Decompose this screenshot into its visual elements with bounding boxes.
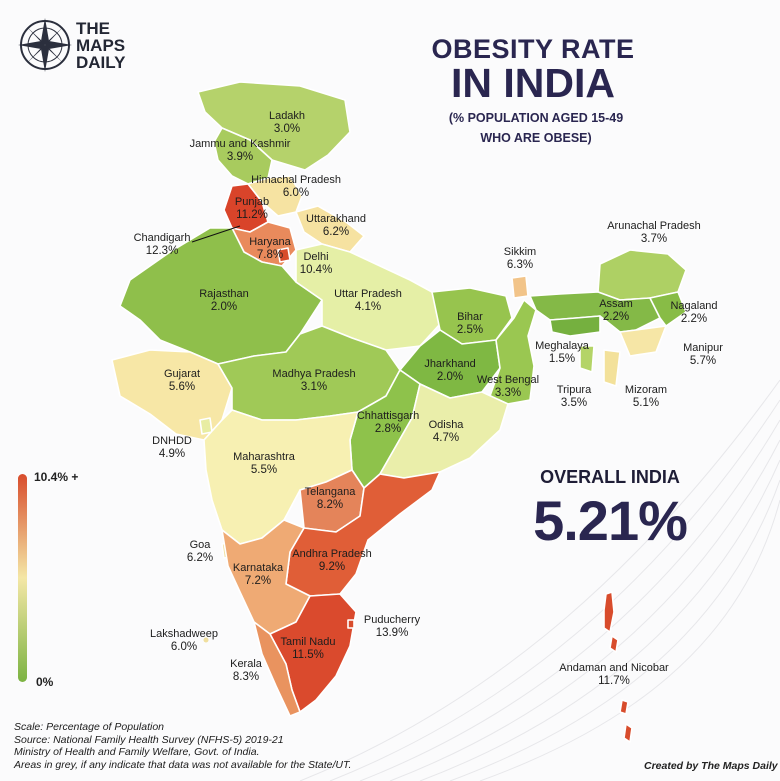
label-andhra-pradesh: Andhra Pradesh 9.2% [292,548,372,573]
label-west-bengal: West Bengal 3.3% [476,374,540,399]
label-maharashtra: Maharashtra 5.5% [233,451,295,476]
region-andaman [603,591,615,633]
label-nagaland: Nagaland 2.2% [670,300,718,325]
region-uttarakhand [295,205,365,253]
label-uttarakhand: Uttarakhand 6.2% [306,213,366,238]
overall-india-label: OVERALL INDIA [540,467,680,487]
region-rajasthan [119,227,323,365]
title-line-2: IN INDIA [451,60,615,106]
label-manipur: Manipur 5.7% [683,342,723,367]
label-rajasthan: Rajasthan 2.0% [199,288,249,313]
region-uttar-pradesh [295,243,441,351]
source-footnote: Scale: Percentage of Population Source: … [14,721,352,771]
region-lakshadweep [203,637,209,643]
label-odisha: Odisha 4.7% [428,419,464,444]
region-odisha [379,383,509,479]
region-meghalaya [549,315,601,337]
region-andaman-2 [609,635,619,653]
region-ladakh [197,81,351,171]
region-gujarat [111,349,233,441]
label-goa: Goa 6.2% [186,539,214,564]
label-chandigarh: Chandigarh 12.3% [133,232,191,257]
credit-text: Created by The Maps Daily [644,760,778,772]
legend-max-label: 10.4% + [34,470,79,484]
region-west-bengal [489,299,537,405]
region-puducherry [347,619,355,629]
region-kerala [253,621,301,717]
label-madhya-pradesh: Madhya Pradesh 3.1% [272,368,356,393]
label-arunachal-pradesh: Arunachal Pradesh 3.7% [607,220,701,245]
label-jammu-kashmir: Jammu and Kashmir 3.9% [189,138,291,163]
label-telangana: Telangana 8.2% [304,486,356,511]
label-tamil-nadu: Tamil Nadu 11.5% [280,636,336,661]
label-andaman-nicobar: Andaman and Nicobar 11.7% [559,662,669,687]
region-nagaland [649,291,687,327]
subtitle: (% POPULATION AGED 15-49 WHO ARE OBESE) [448,111,624,145]
region-karnataka [221,519,311,635]
brand-name: THE MAPS DAILY [76,19,126,72]
region-manipur [619,325,667,357]
label-chhattisgarh: Chhattisgarh 2.8% [356,410,420,435]
region-sikkim [511,275,529,299]
label-delhi: Delhi 10.4% [299,251,333,276]
legend-gradient-bar [18,474,27,682]
region-mizoram [603,349,621,387]
label-bihar: Bihar 2.5% [456,311,484,336]
region-nicobar [619,699,633,743]
label-tripura: Tripura 3.5% [556,384,592,409]
overall-india-value: 5.21% [533,489,688,552]
chandigarh-leader-line [191,225,241,243]
label-puducherry: Puducherry 13.9% [363,614,421,639]
label-karnataka: Karnataka 7.2% [232,562,284,587]
label-himachal-pradesh: Himachal Pradesh 6.0% [251,174,341,199]
region-delhi [277,247,291,263]
compass-logo-icon [18,18,72,72]
title-line-1: OBESITY RATE [431,34,635,64]
label-dnhdd: DNHDD 4.9% [152,435,192,460]
label-assam: Assam 2.2% [599,298,633,323]
label-lakshadweep: Lakshadweep 6.0% [150,628,218,653]
label-ladakh: Ladakh 3.0% [268,110,306,135]
region-himachal-pradesh [247,175,303,217]
region-dnhdd [199,417,213,435]
region-tripura [579,345,595,373]
label-meghalaya: Meghalaya 1.5% [535,340,589,365]
label-punjab: Punjab 11.2% [234,196,270,221]
label-mizoram: Mizoram 5.1% [624,384,668,409]
label-gujarat: Gujarat 5.6% [163,368,201,393]
label-sikkim: Sikkim 6.3% [503,246,537,271]
legend-min-label: 0% [36,675,54,689]
region-andhra-pradesh [285,471,441,597]
label-haryana: Haryana 7.8% [249,236,291,261]
label-uttar-pradesh: Uttar Pradesh 4.1% [334,288,402,313]
label-kerala: Kerala 8.3% [230,658,262,683]
label-jharkhand: Jharkhand 2.0% [424,358,476,383]
